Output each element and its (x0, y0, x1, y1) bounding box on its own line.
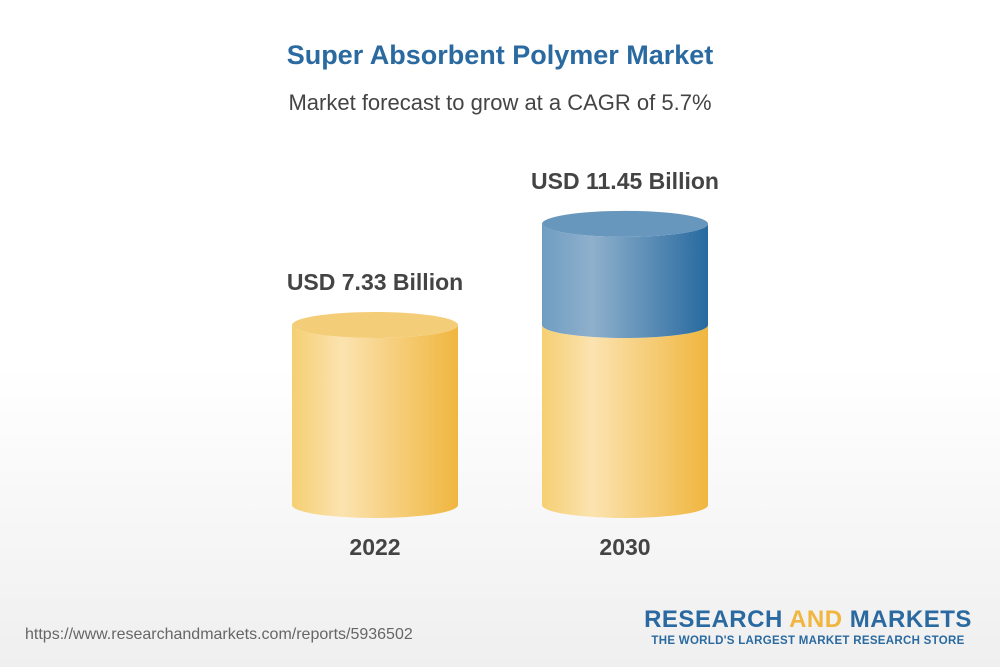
logo-part3: MARKETS (842, 606, 972, 633)
bar-2022-top (292, 312, 458, 338)
x-tick-label: 2022 (349, 534, 400, 560)
data-label-2030: USD 11.45 Billion (531, 168, 719, 194)
data-label-2022: USD 7.33 Billion (287, 269, 463, 295)
bar-growth-2030-top (542, 210, 708, 237)
bar-growth-2030 (542, 223, 708, 338)
logo-part2: AND (789, 606, 843, 633)
logo-tagline: THE WORLD'S LARGEST MARKET RESEARCH STOR… (651, 635, 965, 647)
bar-base-2030 (542, 325, 708, 518)
bar-2022 (292, 325, 458, 518)
x-tick-label: 2030 (599, 534, 650, 560)
chart-title: Super Absorbent Polymer Market (286, 40, 714, 70)
chart-subtitle: Market forecast to grow at a CAGR of 5.7… (288, 90, 712, 115)
source-url[interactable]: https://www.researchandmarkets.com/repor… (25, 626, 413, 643)
brand-logo: RESEARCH AND MARKETS THE WORLD'S LARGEST… (640, 606, 976, 647)
logo-part1: RESEARCH (644, 606, 790, 633)
